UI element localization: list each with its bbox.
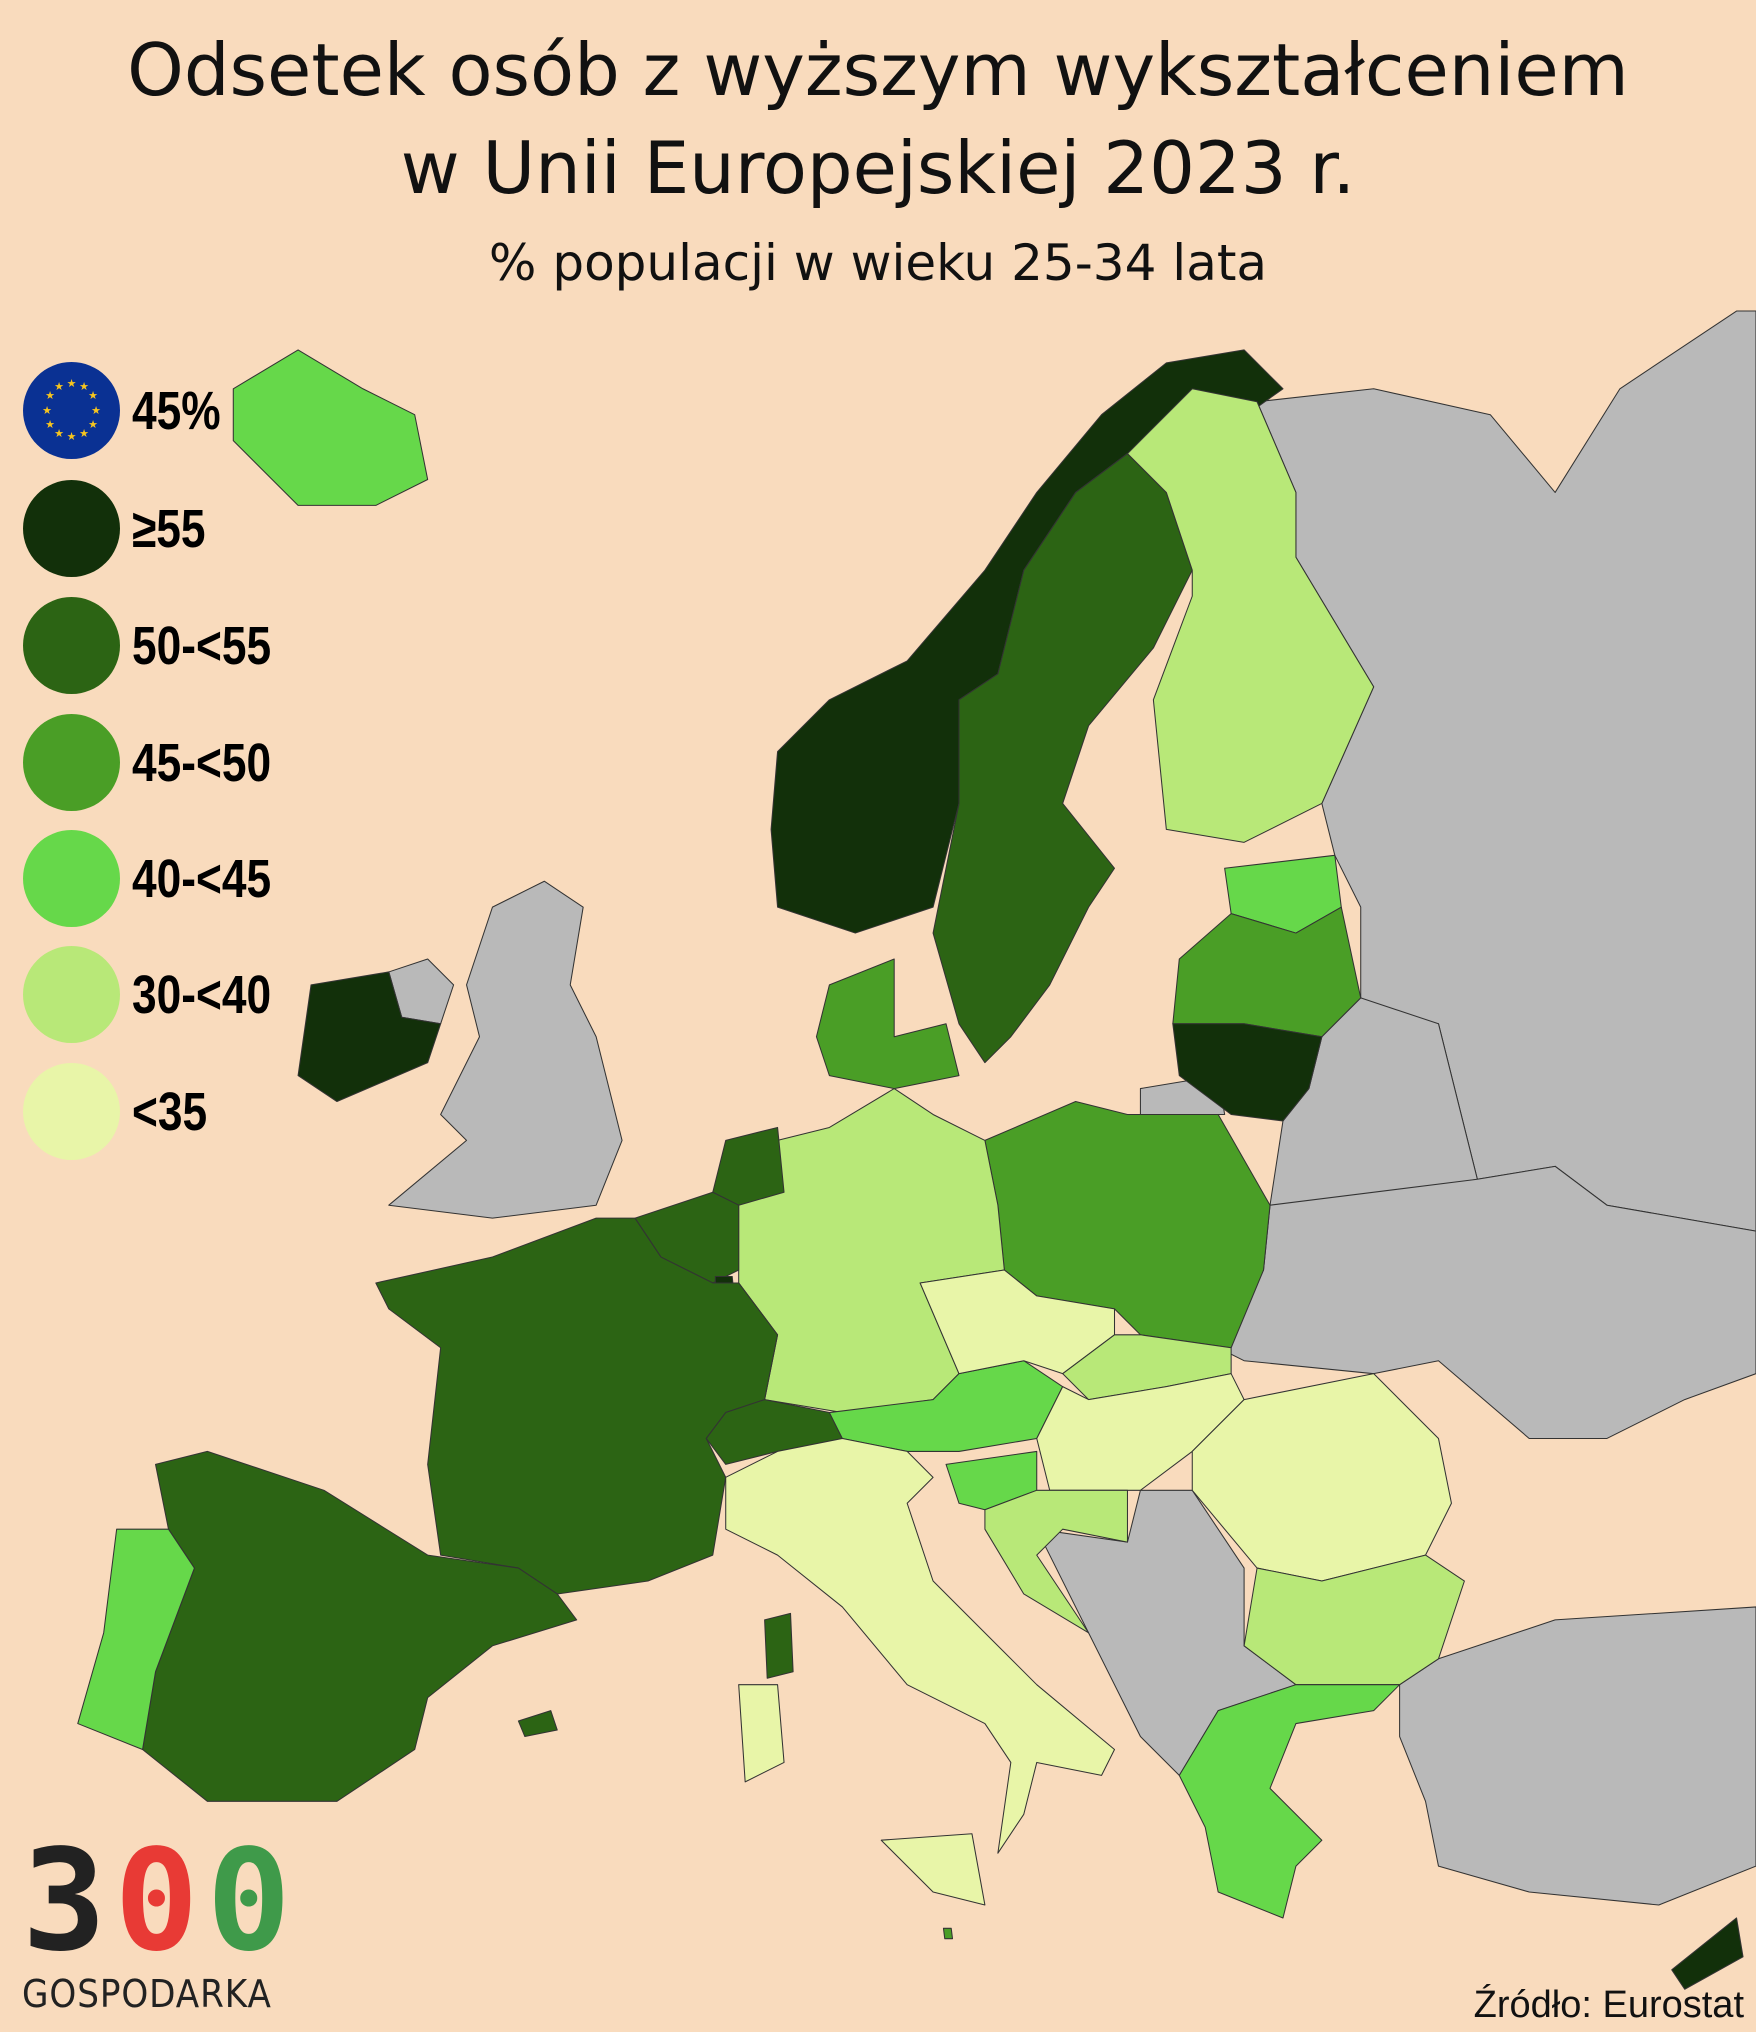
eu-countries <box>77 349 1744 1990</box>
non-eu-countries <box>388 310 1756 1906</box>
country-sicily <box>880 1833 986 1906</box>
legend-item: 45-<50 <box>23 714 302 811</box>
svg-text:★: ★ <box>42 404 52 417</box>
legend-item: <35 <box>23 1063 224 1160</box>
logo-name: GOSPODARKA <box>22 1972 272 2016</box>
legend-swatch <box>23 480 120 577</box>
legend-item: 40-<45 <box>23 830 302 927</box>
logo-digit: 0 <box>114 1820 199 1983</box>
country-ireland <box>297 971 442 1103</box>
map-title-line1: Odsetek osób z wyższym wykształceniem <box>127 28 1629 112</box>
svg-text:★: ★ <box>79 380 89 393</box>
source-note: Źródło: Eurostat <box>1473 1984 1744 2026</box>
legend-label: 45-<50 <box>132 732 272 793</box>
legend-item: 50-<55 <box>23 597 302 694</box>
legend-label: 40-<45 <box>132 848 272 909</box>
legend-item: 30-<40 <box>23 946 302 1043</box>
country-greece <box>1178 1684 1401 1919</box>
country-bulgaria <box>1243 1554 1465 1686</box>
svg-text:★: ★ <box>54 427 64 440</box>
svg-text:★: ★ <box>88 389 98 402</box>
legend-swatch <box>23 1063 120 1160</box>
svg-text:★: ★ <box>54 380 64 393</box>
country-iceland <box>232 349 429 506</box>
country-denmark <box>815 958 960 1090</box>
logo-digit: 3 <box>22 1820 107 1983</box>
legend-label: ≥55 <box>132 498 206 559</box>
legend-swatch <box>23 714 120 811</box>
legend-label: 45% <box>132 380 221 441</box>
country-turkey <box>1399 1606 1756 1906</box>
country-croatia <box>984 1489 1128 1634</box>
svg-text:★: ★ <box>45 389 55 402</box>
country-corsica <box>764 1612 794 1679</box>
country-romania <box>1191 1373 1452 1582</box>
map-subtitle: % populacji w wieku 25-34 lata <box>488 234 1268 292</box>
legend-label: <35 <box>132 1081 208 1142</box>
country-malta <box>942 1927 954 1940</box>
country-italy <box>725 1437 1116 1854</box>
legend-eu-average: ★ ★ ★ ★ ★ ★ ★ ★ ★ ★ ★ ★ 45% <box>23 362 240 459</box>
country-cyprus <box>1671 1917 1744 1990</box>
legend-swatch <box>23 597 120 694</box>
country-latvia <box>1172 906 1362 1038</box>
country-netherlands <box>712 1126 785 1206</box>
legend-swatch <box>23 830 120 927</box>
map-title-line2: w Unii Europejskiej 2023 r. <box>400 126 1356 210</box>
country-portugal <box>77 1528 195 1751</box>
svg-text:★: ★ <box>91 404 101 417</box>
legend-label: 50-<55 <box>132 615 272 676</box>
svg-text:★: ★ <box>45 418 55 431</box>
country-sardinia <box>738 1684 785 1783</box>
logo-300gospodarka: 3 0 0 GOSPODARKA <box>22 1820 300 2017</box>
country-finland <box>1126 388 1375 843</box>
country-uk <box>388 880 623 1219</box>
legend-item: ≥55 <box>23 480 222 577</box>
eu-flag-icon: ★ ★ ★ ★ ★ ★ ★ ★ ★ ★ ★ ★ <box>23 362 120 459</box>
country-lithuania <box>1172 1023 1323 1122</box>
svg-text:★: ★ <box>88 418 98 431</box>
legend-label: 30-<40 <box>132 964 272 1025</box>
svg-text:★: ★ <box>67 377 77 390</box>
legend-swatch <box>23 946 120 1043</box>
svg-text:★: ★ <box>67 430 77 443</box>
country-balearic-islands <box>517 1710 558 1738</box>
logo-digit: 0 <box>206 1820 291 1983</box>
country-sweden <box>932 453 1193 1064</box>
svg-text:★: ★ <box>79 427 89 440</box>
